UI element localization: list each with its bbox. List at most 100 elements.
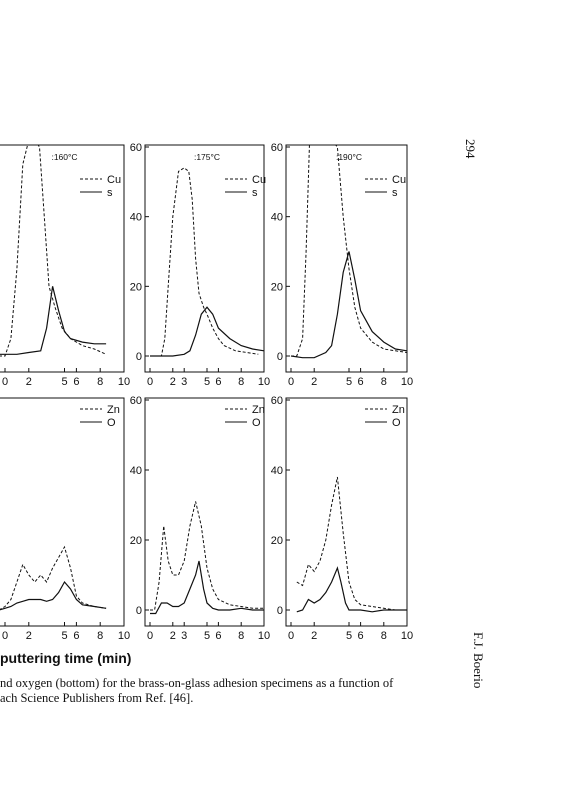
y-tick-label: 0 — [277, 605, 283, 617]
y-tick-label: 20 — [271, 535, 283, 547]
x-tick-label: 5 — [346, 376, 352, 388]
y-tick-label: 20 — [271, 281, 283, 293]
chart-panel: 0 2 5 6 8 10 :160°C Cus — [0, 144, 130, 388]
x-tick-label: 2 — [311, 376, 317, 388]
x-tick-label: 2 — [311, 630, 317, 642]
y-tick-label: 0 — [277, 351, 283, 363]
y-tick-label: 60 — [271, 142, 283, 154]
series-line-s — [0, 286, 107, 355]
series-line-zn — [296, 476, 407, 611]
series-line-cu — [150, 167, 259, 357]
x-tick-label: 0 — [2, 376, 8, 388]
x-tick-label: 8 — [97, 630, 103, 642]
x-axis-label: puttering time (min) — [0, 650, 132, 666]
legend-label-cu: Cu — [392, 174, 406, 186]
panel-frame — [0, 144, 125, 373]
x-tick-label: 8 — [381, 630, 387, 642]
x-tick-label: 0 — [2, 630, 8, 642]
x-tick-label: 6 — [215, 630, 221, 642]
x-tick-label: 6 — [73, 376, 79, 388]
x-tick-label: 0 — [147, 376, 153, 388]
chart-panel: 0 2 3 5 6 8 10 0 20 40 60 ZnO — [130, 395, 270, 642]
y-tick-label: 40 — [130, 212, 142, 224]
panel-frame — [0, 397, 125, 627]
x-tick-label: 8 — [381, 376, 387, 388]
legend-label-s: s — [107, 187, 113, 199]
legend-label-cu: Cu — [252, 174, 266, 186]
chart-panel: 0 2 5 6 8 10 0 20 40 60 ZnO — [271, 395, 413, 642]
x-tick-label: 2 — [26, 376, 32, 388]
chart-panel: 0 2 5 6 8 10 ZnO — [0, 397, 130, 642]
panel-temperature-label: :160°C — [51, 152, 77, 162]
x-tick-label: 6 — [358, 630, 364, 642]
x-tick-label: 8 — [238, 376, 244, 388]
legend-label-zn: Zn — [252, 404, 265, 416]
x-tick-label: 10 — [258, 376, 270, 388]
x-tick-label: 10 — [401, 376, 413, 388]
x-tick-label: 0 — [288, 630, 294, 642]
page-number: 294 — [463, 139, 478, 159]
series-group — [290, 145, 407, 359]
x-tick-label: 6 — [215, 376, 221, 388]
x-tick-label: 5 — [346, 630, 352, 642]
chart-panel: 0 2 5 6 8 10 0 20 40 60 :190°C Cus — [271, 142, 413, 388]
x-tick-label: 8 — [97, 376, 103, 388]
x-tick-label: 5 — [61, 376, 67, 388]
series-group — [296, 476, 407, 613]
series-group — [150, 501, 264, 615]
legend-label-o: O — [252, 417, 261, 429]
y-tick-label: 60 — [271, 395, 283, 407]
x-tick-label: 5 — [204, 376, 210, 388]
y-tick-label: 0 — [136, 351, 142, 363]
legend-label-o: O — [392, 417, 401, 429]
x-tick-label: 5 — [204, 630, 210, 642]
series-line-s — [150, 306, 264, 357]
x-tick-label: 2 — [170, 630, 176, 642]
x-tick-label: 10 — [401, 630, 413, 642]
series-group — [0, 545, 107, 611]
x-tick-label: 5 — [61, 630, 67, 642]
x-tick-label: 0 — [147, 630, 153, 642]
figure-caption: nd oxygen (bottom) for the brass-on-glas… — [0, 676, 470, 706]
x-tick-label: 2 — [26, 630, 32, 642]
x-tick-label: 3 — [181, 630, 187, 642]
caption-line-2: ach Science Publishers from Ref. [46]. — [0, 691, 194, 705]
legend-label-o: O — [107, 417, 116, 429]
x-tick-label: 8 — [238, 630, 244, 642]
x-tick-label: 10 — [118, 630, 130, 642]
series-line-o — [150, 560, 264, 615]
y-tick-label: 20 — [130, 281, 142, 293]
panel-frame — [144, 397, 265, 627]
series-line-cu — [291, 145, 407, 357]
series-line-o — [0, 580, 107, 611]
series-line-s — [290, 251, 407, 359]
legend-label-cu: Cu — [107, 174, 121, 186]
y-tick-label: 60 — [130, 142, 142, 154]
x-tick-label: 10 — [118, 376, 130, 388]
author-running-head: F.J. Boerio — [471, 632, 486, 689]
series-line-o — [296, 566, 407, 613]
panel-frame — [144, 144, 265, 373]
panel-temperature-label: :190°C — [336, 152, 362, 162]
panel-frame — [285, 397, 408, 627]
y-tick-label: 40 — [271, 465, 283, 477]
legend-label-s: s — [252, 187, 258, 199]
legend-label-zn: Zn — [392, 404, 405, 416]
y-tick-label: 40 — [271, 212, 283, 224]
series-line-zn — [0, 545, 107, 610]
y-tick-label: 60 — [130, 395, 142, 407]
series-line-zn — [150, 501, 264, 611]
x-tick-label: 6 — [73, 630, 79, 642]
legend-label-s: s — [392, 187, 398, 199]
panel-frame — [285, 144, 408, 373]
x-tick-label: 6 — [358, 376, 364, 388]
series-group — [0, 145, 107, 357]
y-tick-label: 20 — [130, 535, 142, 547]
x-tick-label: 2 — [170, 376, 176, 388]
chart-panel: 0 2 3 5 6 8 10 0 20 40 60:175°C Cus — [130, 142, 270, 388]
x-tick-label: 0 — [288, 376, 294, 388]
x-tick-label: 10 — [258, 630, 270, 642]
y-tick-label: 0 — [136, 605, 142, 617]
x-tick-label: 3 — [181, 376, 187, 388]
